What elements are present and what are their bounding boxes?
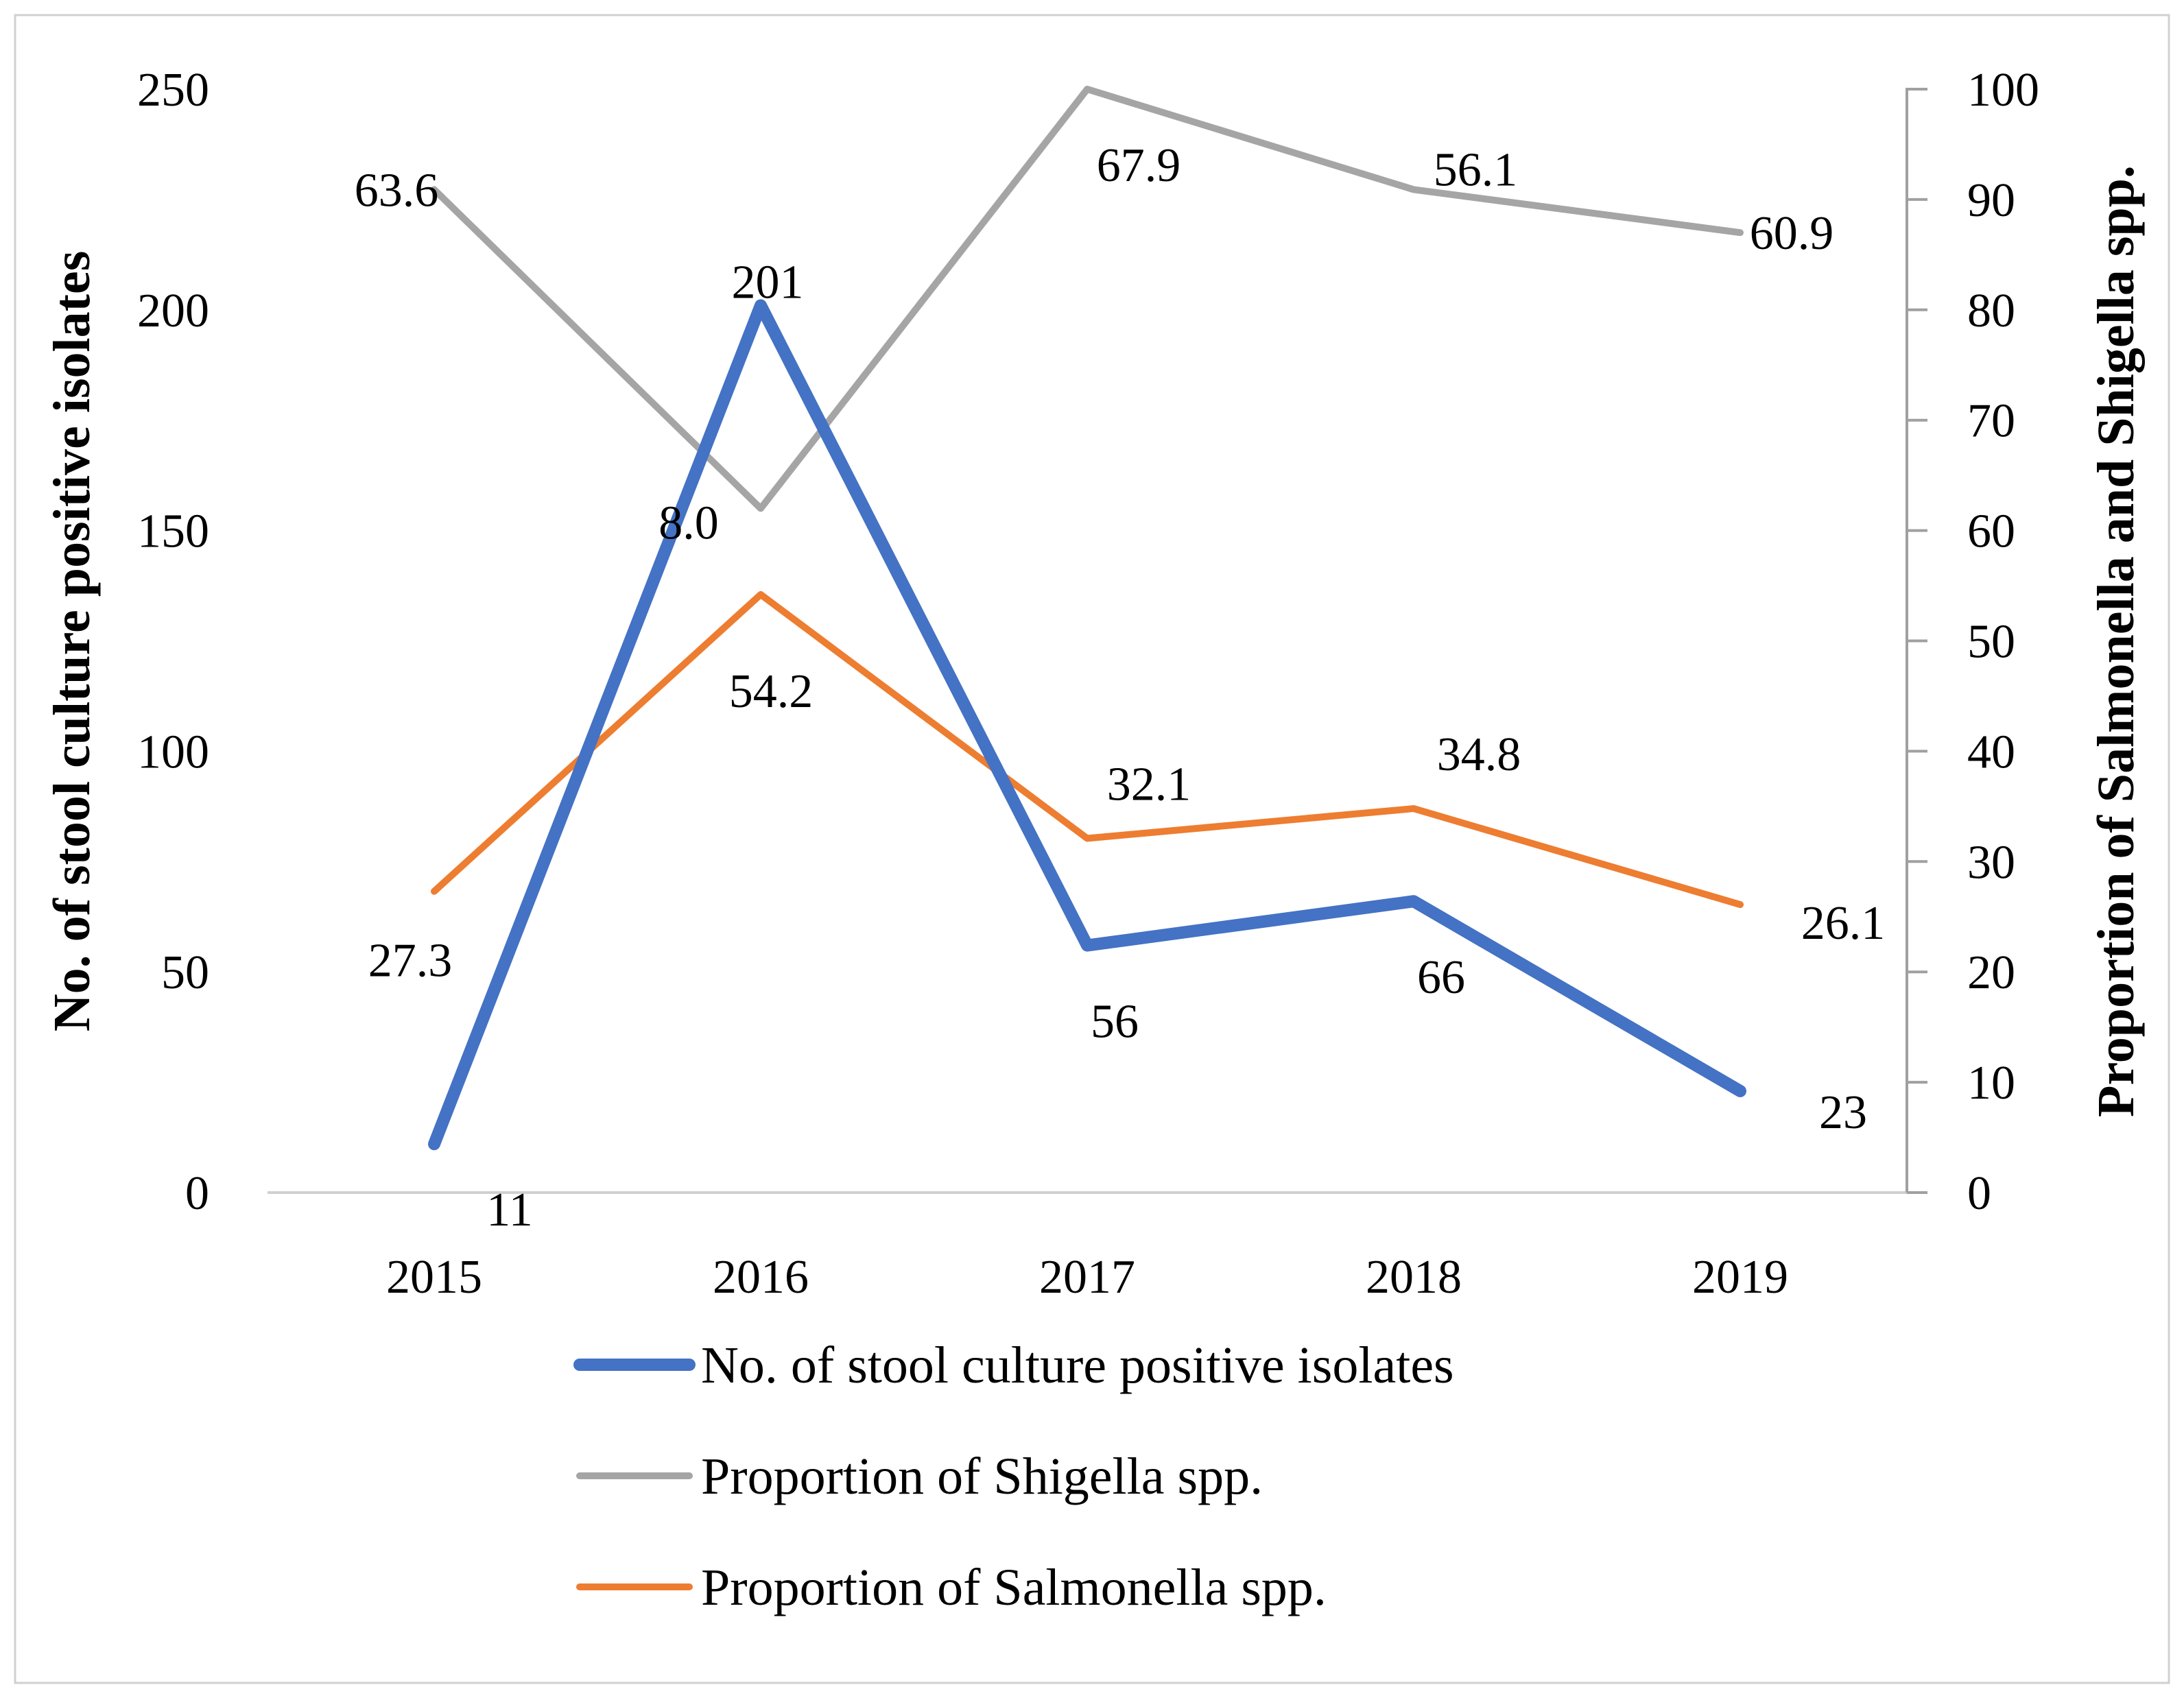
legend-label-2: Proportion of Shigella spp.	[701, 1448, 1263, 1505]
left-tick-label: 250	[137, 64, 209, 117]
data-labels: 11 201 56 66 23 63.6 8.0 67.9 56.1 60.9 27.3 54.2 32…	[355, 139, 1886, 1236]
right-axis-ticks: 0 10 20 30 40 50 60 70 80 90 100	[1907, 64, 2039, 1220]
right-tick-label: 50	[1967, 616, 2015, 669]
left-tick-label: 150	[137, 505, 209, 558]
right-tick-label: 40	[1967, 726, 2015, 778]
right-tick-label: 0	[1967, 1167, 1991, 1220]
right-tick-label: 10	[1967, 1057, 2015, 1110]
series-line-1	[428, 299, 1746, 1151]
right-tick-label: 20	[1967, 946, 2015, 999]
data-label: 60.9	[1750, 207, 1834, 260]
data-label: 56.1	[1434, 143, 1518, 196]
left-tick-label: 100	[137, 726, 209, 778]
right-tick-label: 80	[1967, 285, 2015, 337]
data-label: 26.1	[1801, 897, 1886, 950]
data-label: 27.3	[368, 935, 453, 988]
right-tick-label: 30	[1967, 836, 2015, 889]
left-tick-label: 200	[137, 285, 209, 337]
left-tick-label: 0	[185, 1167, 209, 1220]
data-label: 63.6	[355, 164, 439, 217]
data-label: 8.0	[658, 497, 719, 549]
legend-label-1: No. of stool culture positive isolates	[701, 1337, 1454, 1394]
x-tick-label: 2015	[386, 1251, 482, 1304]
x-tick-label: 2019	[1692, 1251, 1788, 1304]
data-label: 34.8	[1437, 728, 1521, 781]
chart-border	[14, 14, 2170, 1684]
series-line-2	[431, 86, 1744, 512]
x-tick-label: 2018	[1366, 1251, 1462, 1304]
right-tick-label: 100	[1967, 64, 2039, 117]
legend-label-3: Proportion of Salmonella spp.	[701, 1559, 1327, 1616]
data-label: 56	[1091, 996, 1139, 1049]
right-tick-label: 60	[1967, 505, 2015, 558]
series-line-3	[431, 590, 1744, 909]
left-axis-title: No. of stool culture positive isolates	[43, 251, 101, 1032]
left-axis-ticks: 0 50 100 150 200 250	[137, 64, 209, 1220]
data-label: 32.1	[1107, 758, 1191, 811]
data-label: 11	[486, 1184, 532, 1236]
right-axis-title: Proportion of Salmonella and Shigella sp…	[2087, 165, 2145, 1117]
x-axis-ticks: 2015 2016 2017 2018 2019	[386, 1251, 1788, 1304]
right-tick-label: 70	[1967, 395, 2015, 448]
x-tick-label: 2016	[713, 1251, 809, 1304]
left-tick-label: 50	[161, 946, 209, 999]
data-label: 54.2	[729, 665, 814, 718]
legend: No. of stool culture positive isolates Pr…	[573, 1337, 1454, 1616]
series-lines	[428, 86, 1746, 1151]
data-label: 201	[732, 256, 804, 309]
data-label: 67.9	[1097, 139, 1181, 192]
data-label: 23	[1819, 1086, 1867, 1139]
x-tick-label: 2017	[1039, 1251, 1135, 1304]
right-tick-label: 90	[1967, 174, 2015, 227]
data-label: 66	[1417, 951, 1465, 1004]
